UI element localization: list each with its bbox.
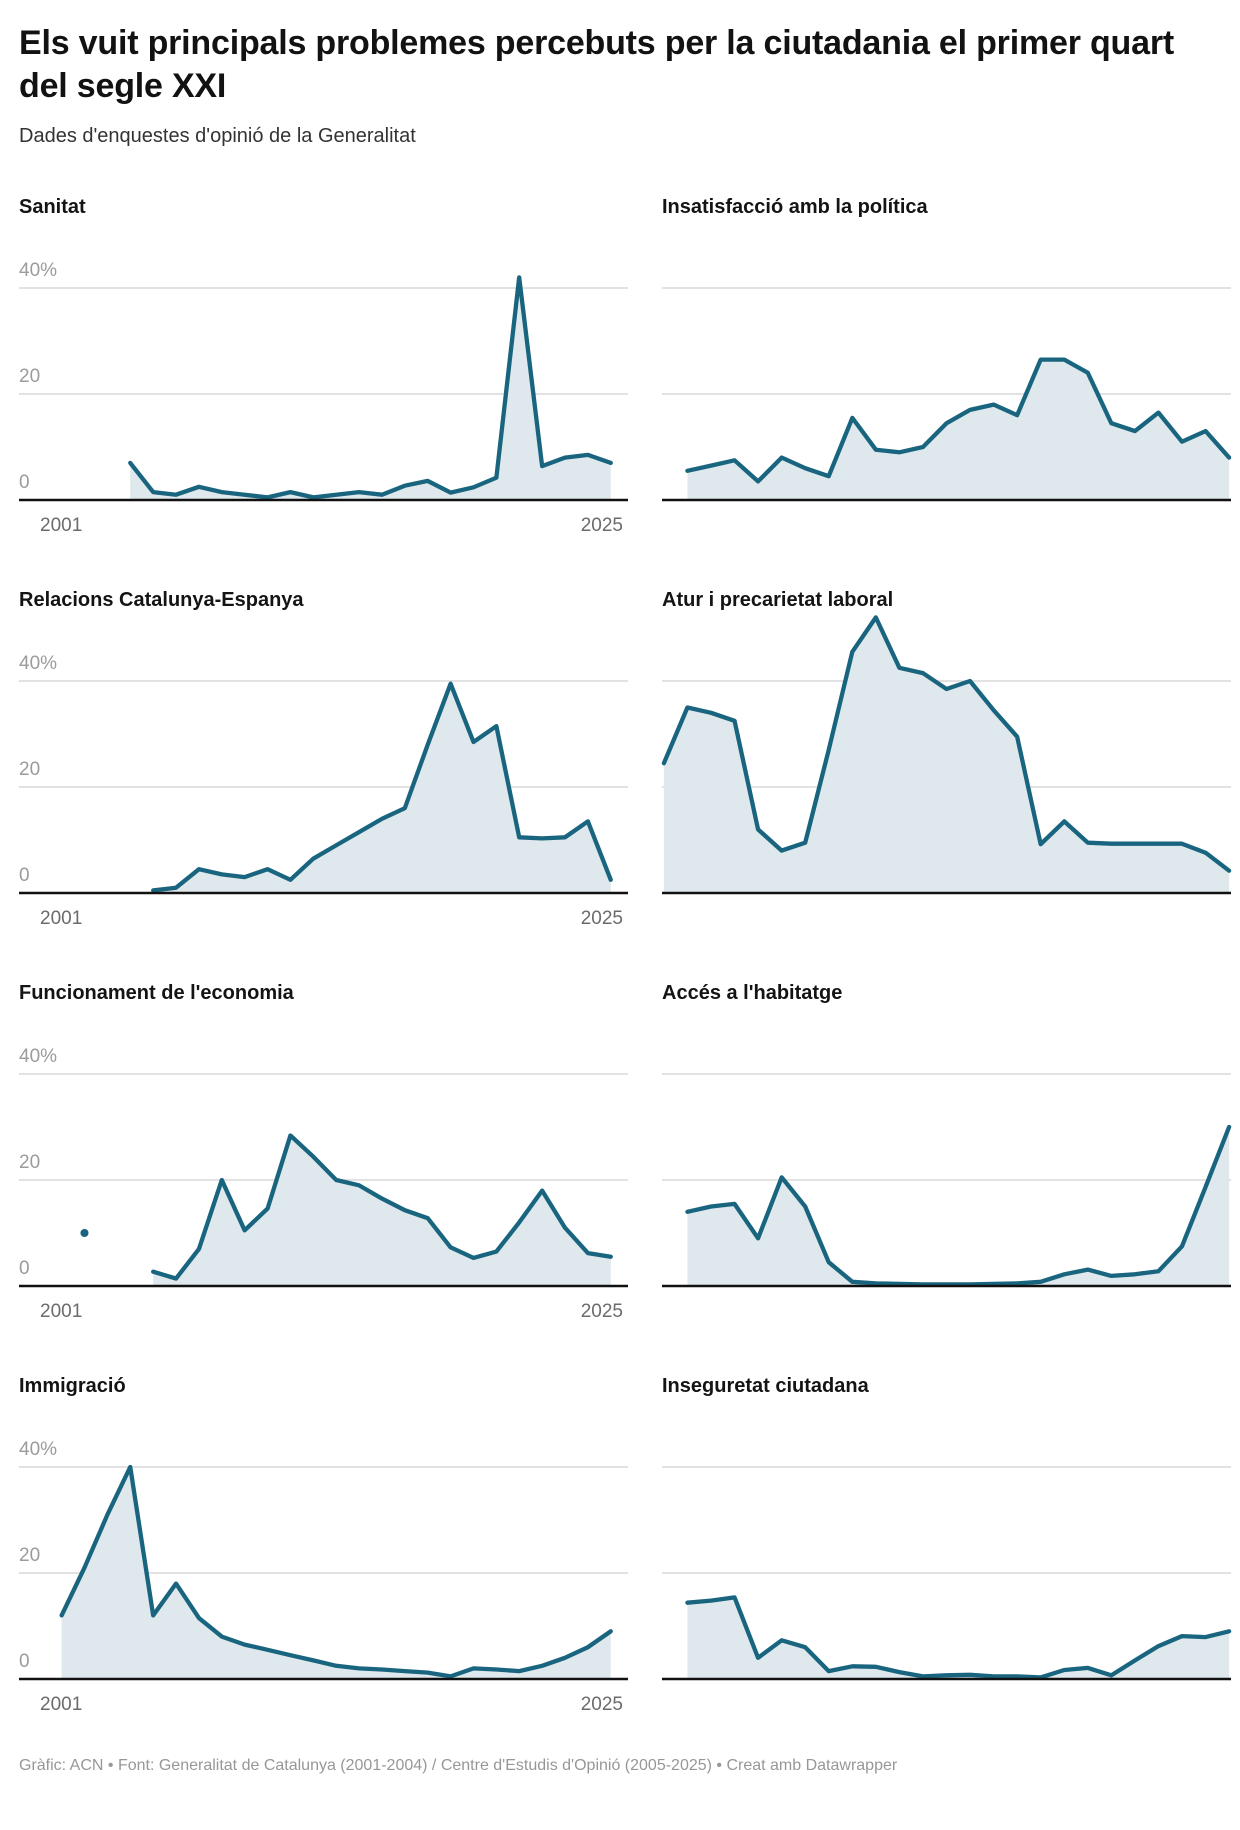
area-chart-funcionament-economia [19, 1008, 628, 1292]
panel-inseguretat-ciutadana: Inseguretat ciutadana20012025 [662, 1373, 1231, 1719]
plot-area-insatisfaccio-politica [662, 222, 1231, 506]
x-axis-label-2001: 2001 [40, 907, 83, 929]
x-axis-label-2025: 2025 [580, 1693, 623, 1715]
plot-area-funcionament-economia: 40% 20 0 [19, 1008, 628, 1292]
panel-insatisfaccio-politica: Insatisfacció amb la política20012025 [662, 194, 1231, 540]
plot-area-sanitat: 40% 20 0 [19, 222, 628, 506]
area-chart-sanitat [19, 222, 628, 506]
panel-sanitat: Sanitat 40% 20 0 2001 2025 [19, 194, 628, 540]
x-axis-label-2001: 2001 [40, 1693, 83, 1715]
y-axis-label-20: 20 [19, 1544, 41, 1566]
y-axis-label-40: 40% [19, 652, 58, 674]
y-axis-label-40: 40% [19, 1438, 58, 1460]
plot-area-immigracio: 40% 20 0 [19, 1401, 628, 1685]
y-axis-label-20: 20 [19, 758, 41, 780]
x-axis-label-2025: 2025 [580, 1300, 623, 1322]
series-area-insatisfaccio-politica [687, 359, 1230, 500]
small-multiples-grid: Sanitat 40% 20 0 2001 2025 Insatisfacció amb l… [0, 194, 1240, 1719]
series-line-insatisfaccio-politica [687, 359, 1229, 481]
panel-relacions-catalunya-espanya: Relacions Catalunya-Espanya 40% 20 0 2001 202… [19, 587, 628, 933]
y-axis-label-0: 0 [19, 1257, 30, 1279]
panel-title-atur-precarietat-laboral: Atur i precarietat laboral [662, 588, 894, 611]
panel-acces-habitatge: Accés a l'habitatge20012025 [662, 980, 1231, 1326]
series-area-sanitat [130, 277, 611, 500]
x-axis-label-2001: 2001 [40, 1300, 83, 1322]
plot-area-acces-habitatge [662, 1008, 1231, 1292]
x-axis-label-2025: 2025 [580, 514, 623, 536]
series-line-funcionament-economia [153, 1135, 611, 1278]
area-chart-insatisfaccio-politica [662, 222, 1231, 506]
x-axis-label-2025: 2025 [580, 907, 623, 929]
panel-title-funcionament-economia: Funcionament de l'economia [19, 981, 294, 1004]
x-axis-labels: 2001 2025 [19, 1301, 628, 1326]
chart-subtitle: Dades d'enquestes d'opinió de la General… [19, 124, 416, 147]
panel-title-insatisfaccio-politica: Insatisfacció amb la política [662, 195, 928, 218]
series-line-sanitat [130, 277, 611, 497]
series-area-relacions-catalunya-espanya [153, 683, 611, 893]
panel-title-acces-habitatge: Accés a l'habitatge [662, 981, 843, 1004]
chart-title: Els vuit principals problemes percebuts … [19, 24, 1174, 105]
series-line-relacions-catalunya-espanya [153, 683, 611, 890]
series-line-atur-precarietat-laboral [664, 617, 1229, 870]
area-chart-atur-precarietat-laboral [662, 615, 1231, 899]
series-area-funcionament-economia [153, 1135, 611, 1286]
series-line-acces-habitatge [687, 1127, 1229, 1284]
y-axis-label-0: 0 [19, 471, 30, 493]
series-line-inseguretat-ciutadana [687, 1597, 1229, 1677]
series-area-immigracio [61, 1466, 611, 1679]
x-axis-labels: 2001 2025 [19, 908, 628, 933]
panel-funcionament-economia: Funcionament de l'economia 40% 20 0 2001 2025 [19, 980, 628, 1326]
chart-header: Els vuit principals problemes percebuts … [19, 22, 1210, 148]
x-axis-labels: 2001 2025 [19, 1694, 628, 1719]
area-chart-inseguretat-ciutadana [662, 1401, 1231, 1685]
panel-title-sanitat: Sanitat [19, 195, 86, 218]
panel-title-relacions-catalunya-espanya: Relacions Catalunya-Espanya [19, 588, 304, 611]
y-axis-label-40: 40% [19, 1045, 58, 1067]
y-axis-label-0: 0 [19, 1650, 30, 1672]
area-chart-relacions-catalunya-espanya [19, 615, 628, 899]
plot-area-inseguretat-ciutadana [662, 1401, 1231, 1685]
y-axis-label-20: 20 [19, 365, 41, 387]
x-axis-labels: 2001 2025 [19, 515, 628, 540]
panel-atur-precarietat-laboral: Atur i precarietat laboral20012025 [662, 587, 1231, 933]
plot-area-relacions-catalunya-espanya: 40% 20 0 [19, 615, 628, 899]
y-axis-label-20: 20 [19, 1151, 41, 1173]
area-chart-immigracio [19, 1401, 628, 1685]
panel-title-immigracio: Immigració [19, 1374, 126, 1397]
series-area-acces-habitatge [687, 1126, 1230, 1286]
chart-attribution: Gràfic: ACN • Font: Generalitat de Catal… [19, 1756, 898, 1774]
plot-area-atur-precarietat-laboral [662, 615, 1231, 899]
series-area-atur-precarietat-laboral [663, 617, 1230, 893]
panel-immigracio: Immigració 40% 20 0 2001 2025 [19, 1373, 628, 1719]
area-chart-acces-habitatge [662, 1008, 1231, 1292]
y-axis-label-0: 0 [19, 864, 30, 886]
y-axis-label-40: 40% [19, 259, 58, 281]
series-line-immigracio [62, 1467, 611, 1676]
panel-title-inseguretat-ciutadana: Inseguretat ciutadana [662, 1374, 869, 1397]
chart-footer: Gràfic: ACN • Font: Generalitat de Catal… [19, 1757, 1215, 1775]
isolated-point-funcionament-economia [80, 1228, 89, 1237]
series-area-inseguretat-ciutadana [687, 1597, 1230, 1679]
x-axis-label-2001: 2001 [40, 514, 83, 536]
